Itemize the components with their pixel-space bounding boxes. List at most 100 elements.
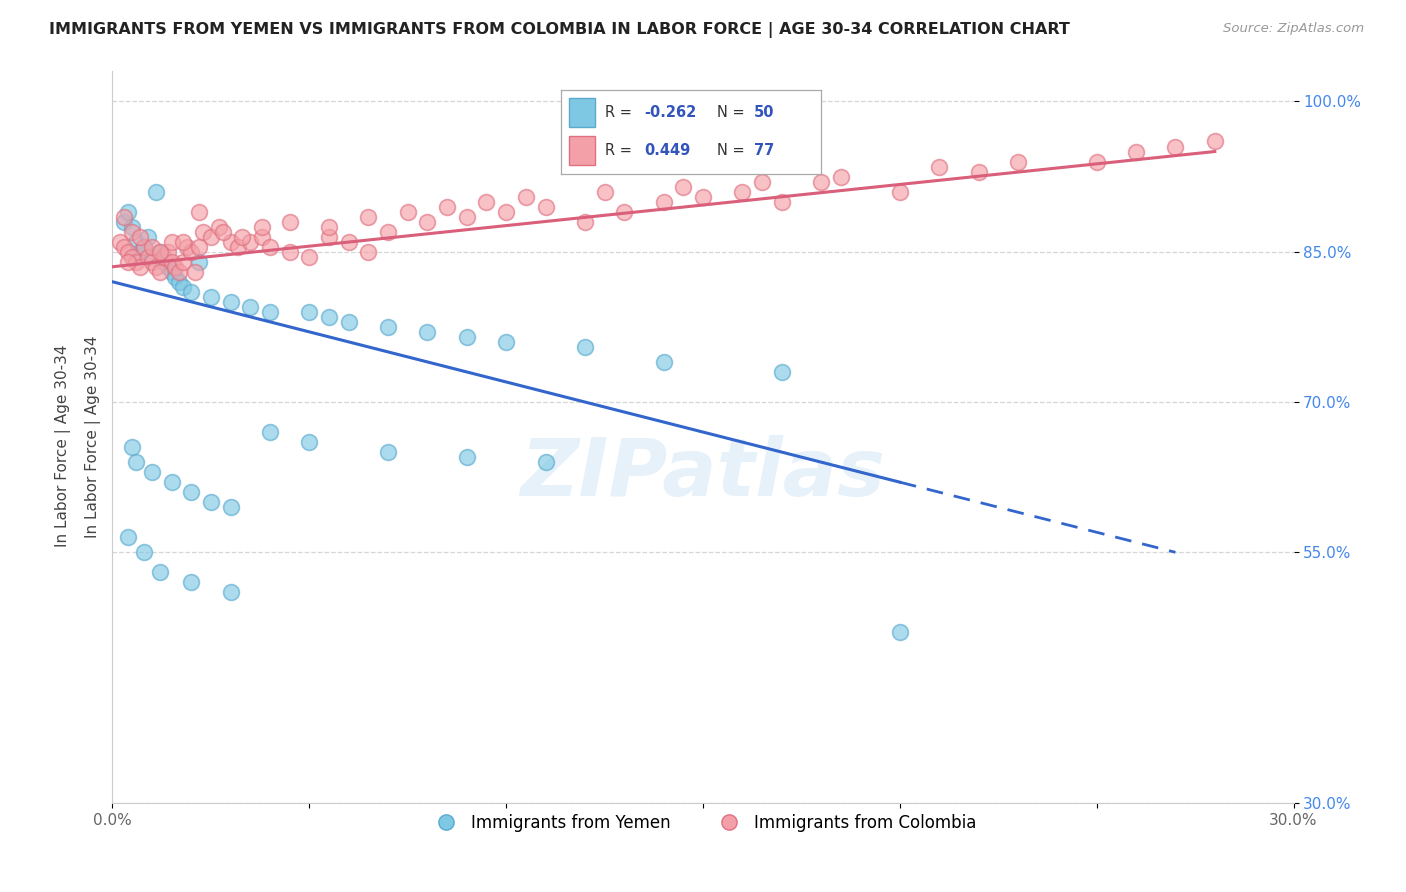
Point xyxy=(121,219,143,234)
Point xyxy=(110,235,132,249)
Point xyxy=(534,200,557,214)
Point xyxy=(141,465,163,479)
Point xyxy=(515,189,537,203)
Point xyxy=(456,210,478,224)
Y-axis label: In Labor Force | Age 30-34: In Labor Force | Age 30-34 xyxy=(86,335,101,539)
Point xyxy=(141,240,163,254)
Point xyxy=(475,194,498,209)
Point xyxy=(172,235,194,249)
Point xyxy=(1204,135,1226,149)
Point xyxy=(136,250,159,264)
Point xyxy=(456,330,478,344)
Point xyxy=(149,244,172,259)
Point xyxy=(928,160,950,174)
Point xyxy=(188,240,211,254)
Point xyxy=(121,225,143,239)
Point xyxy=(152,250,174,264)
Point xyxy=(160,235,183,249)
Point xyxy=(160,475,183,490)
Point xyxy=(1085,154,1108,169)
Point xyxy=(436,200,458,214)
Point xyxy=(172,254,194,268)
Point xyxy=(672,179,695,194)
Point xyxy=(149,244,172,259)
Point xyxy=(129,229,152,244)
Point xyxy=(125,235,148,249)
Point xyxy=(495,204,517,219)
Point xyxy=(318,310,340,324)
Point xyxy=(149,566,172,580)
Point xyxy=(200,495,222,509)
Point xyxy=(770,365,793,379)
Point xyxy=(830,169,852,184)
Point xyxy=(117,254,139,268)
Point xyxy=(495,334,517,349)
Point xyxy=(121,250,143,264)
Point xyxy=(125,254,148,268)
Point xyxy=(180,575,202,590)
Point xyxy=(377,445,399,459)
Point xyxy=(219,585,242,599)
Point xyxy=(180,485,202,500)
Point xyxy=(117,530,139,544)
Point xyxy=(298,250,321,264)
Point xyxy=(250,219,273,234)
Point xyxy=(112,210,135,224)
Point xyxy=(219,294,242,309)
Point xyxy=(613,204,636,219)
Point xyxy=(188,254,211,268)
Text: ZIPatlas: ZIPatlas xyxy=(520,434,886,513)
Point xyxy=(160,265,183,279)
Point xyxy=(165,269,187,284)
Point xyxy=(889,625,911,640)
Point xyxy=(810,175,832,189)
Point xyxy=(298,305,321,319)
Point xyxy=(211,225,233,239)
Point xyxy=(117,244,139,259)
Point xyxy=(160,254,183,268)
Point xyxy=(731,185,754,199)
Point xyxy=(357,210,380,224)
Point xyxy=(574,214,596,228)
Point xyxy=(145,185,167,199)
Point xyxy=(165,260,187,274)
Point xyxy=(180,244,202,259)
Point xyxy=(112,214,135,228)
Text: IMMIGRANTS FROM YEMEN VS IMMIGRANTS FROM COLOMBIA IN LABOR FORCE | AGE 30-34 COR: IMMIGRANTS FROM YEMEN VS IMMIGRANTS FROM… xyxy=(49,22,1070,38)
Point xyxy=(751,175,773,189)
Point xyxy=(534,455,557,469)
Point xyxy=(259,425,281,439)
Point xyxy=(132,545,155,559)
Point xyxy=(152,254,174,268)
Point xyxy=(184,265,207,279)
Point xyxy=(250,229,273,244)
Point xyxy=(278,214,301,228)
Point xyxy=(318,229,340,244)
Point xyxy=(132,240,155,254)
Text: Source: ZipAtlas.com: Source: ZipAtlas.com xyxy=(1223,22,1364,36)
Point xyxy=(652,355,675,369)
Point xyxy=(357,244,380,259)
Point xyxy=(169,275,191,289)
Point xyxy=(239,300,262,314)
Point xyxy=(231,229,253,244)
Point xyxy=(191,225,214,239)
Point xyxy=(208,219,231,234)
Point xyxy=(967,164,990,178)
Point xyxy=(574,340,596,354)
Point xyxy=(652,194,675,209)
Point xyxy=(770,194,793,209)
Point xyxy=(149,265,172,279)
Point xyxy=(141,250,163,264)
Point xyxy=(416,214,439,228)
Point xyxy=(298,435,321,450)
Point xyxy=(259,305,281,319)
Point xyxy=(1125,145,1147,159)
Point xyxy=(416,325,439,339)
Point xyxy=(112,240,135,254)
Point xyxy=(1164,139,1187,153)
Point xyxy=(200,290,222,304)
Point xyxy=(889,185,911,199)
Point xyxy=(136,229,159,244)
Point xyxy=(180,285,202,299)
